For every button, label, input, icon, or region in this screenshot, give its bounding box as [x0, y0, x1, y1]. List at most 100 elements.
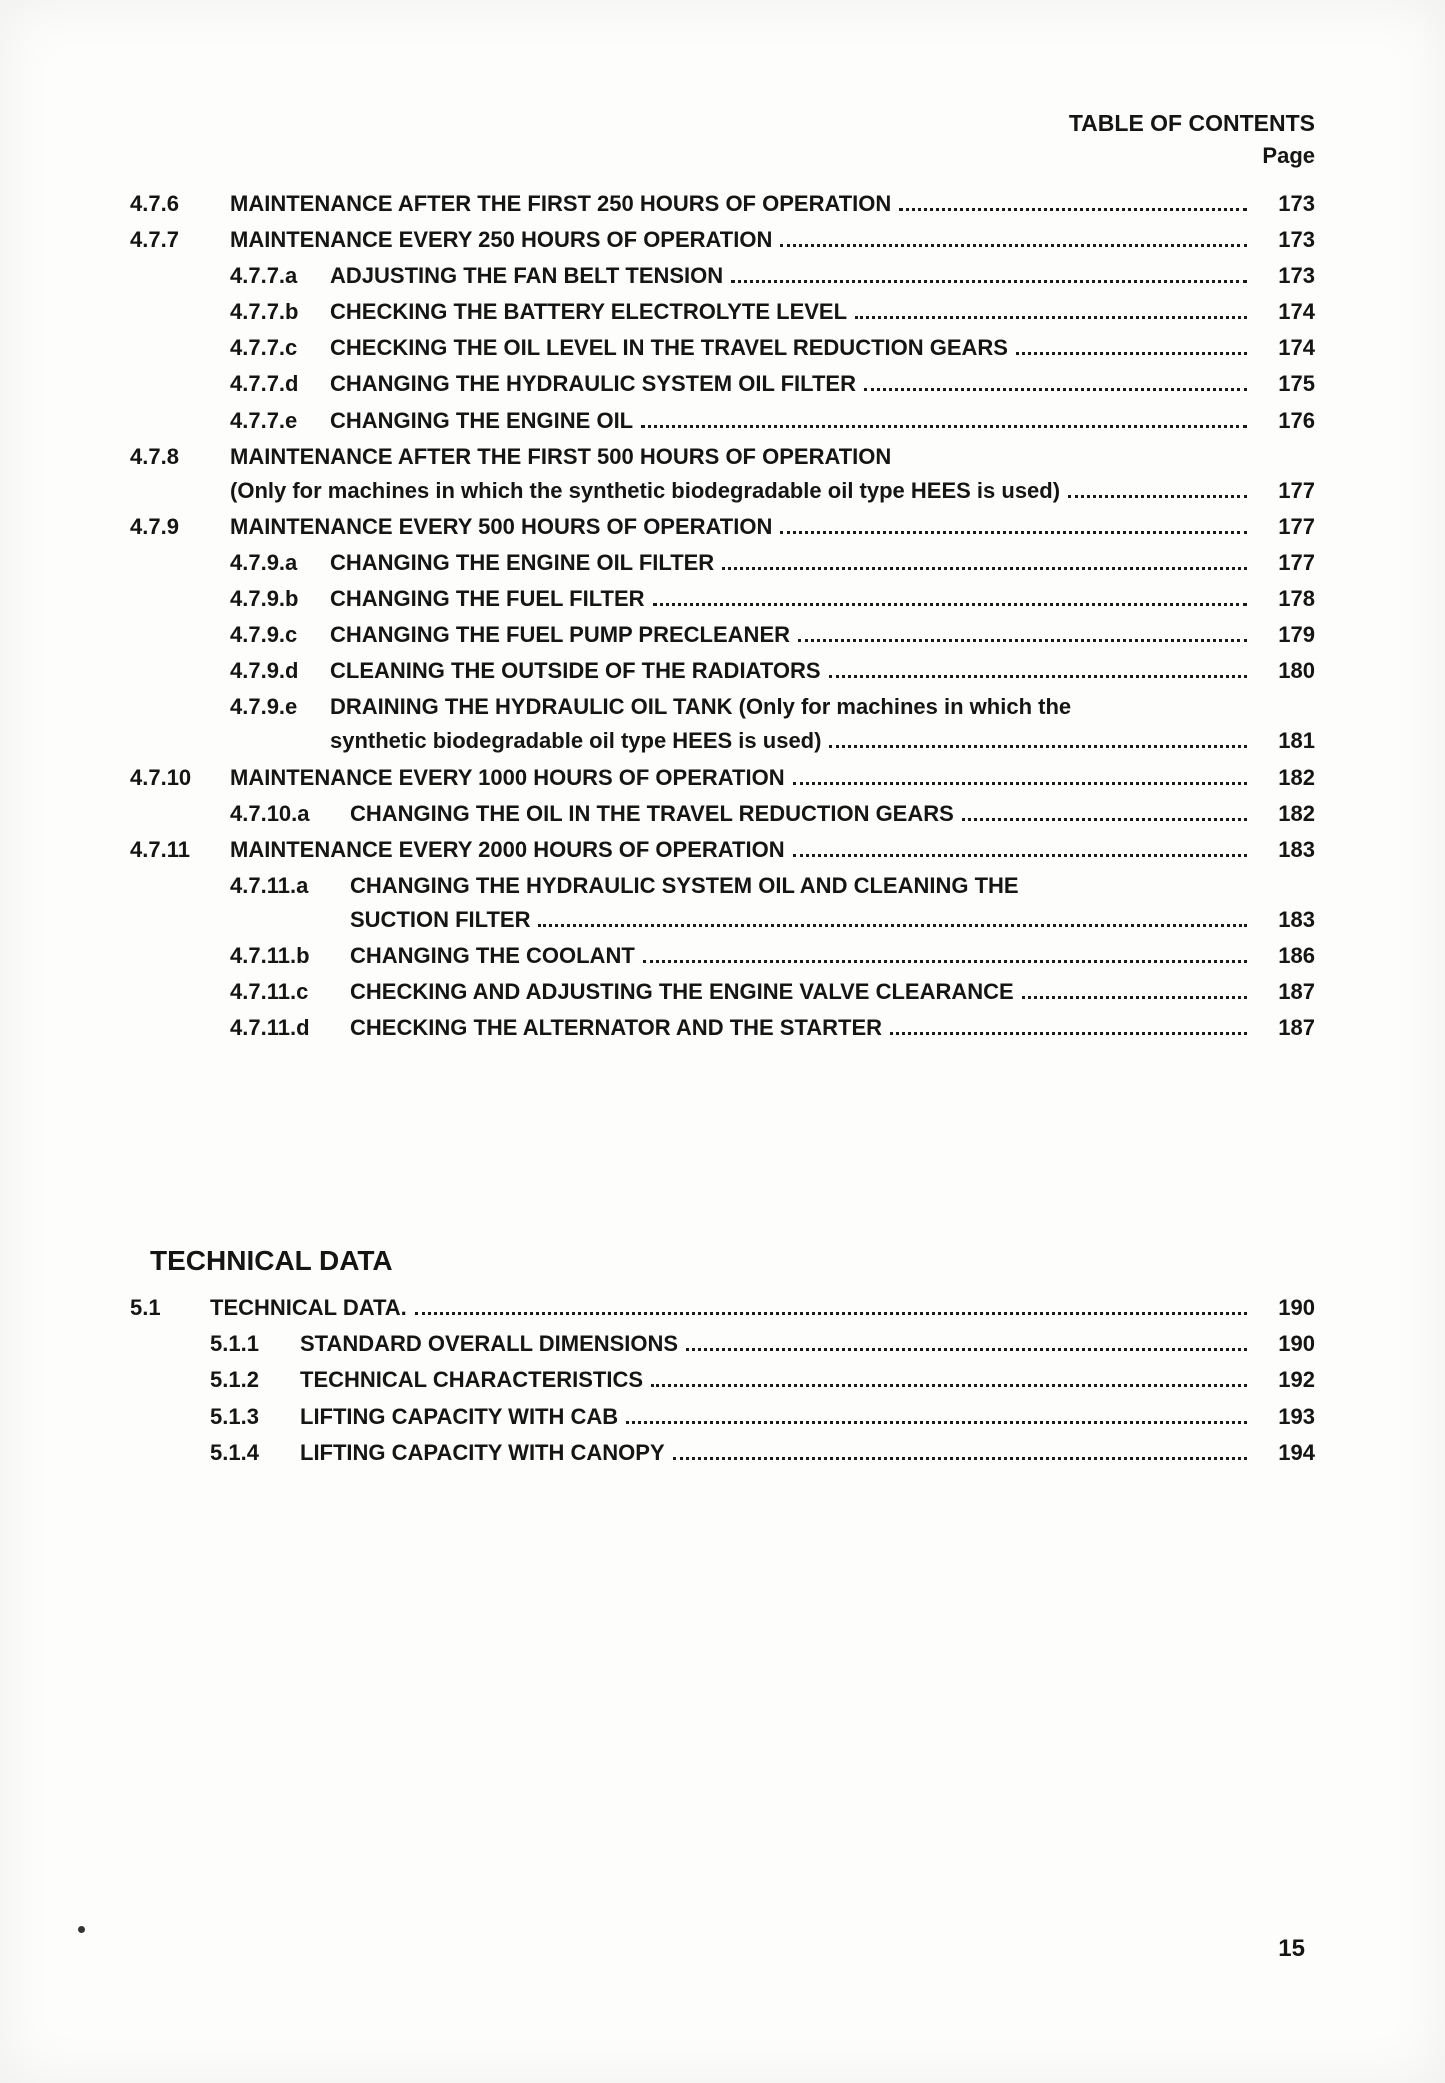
toc-number: 4.7.11.d — [230, 1011, 350, 1045]
page-number-footer: 15 — [1278, 1935, 1305, 1963]
dot-leader — [1022, 976, 1247, 999]
toc-title: DRAINING THE HYDRAULIC OIL TANK (Only fo… — [330, 690, 1071, 724]
toc-title: CHANGING THE OIL IN THE TRAVEL REDUCTION… — [350, 797, 954, 831]
dot-leader — [798, 619, 1247, 642]
toc-page: 187 — [1255, 975, 1315, 1009]
toc-title: MAINTENANCE AFTER THE FIRST 500 HOURS OF… — [230, 440, 891, 474]
dot-leader — [1068, 475, 1247, 498]
toc-number: 4.7.7.c — [230, 331, 330, 365]
dot-leader — [1016, 333, 1247, 356]
toc-number: 5.1.4 — [210, 1436, 300, 1470]
toc-number: 4.7.11.a — [230, 869, 350, 903]
toc-page: 192 — [1255, 1363, 1315, 1397]
dot-leader — [829, 726, 1247, 749]
toc-row: 4.7.7.dCHANGING THE HYDRAULIC SYSTEM OIL… — [130, 367, 1315, 401]
toc-number: 4.7.9.d — [230, 654, 330, 688]
dot-leader — [829, 655, 1247, 678]
toc-number: 4.7.7.d — [230, 367, 330, 401]
toc-title: LIFTING CAPACITY WITH CANOPY — [300, 1436, 665, 1470]
toc-title: CLEANING THE OUTSIDE OF THE RADIATORS — [330, 654, 821, 688]
toc-number: 4.7.9.c — [230, 618, 330, 652]
toc-number: 5.1.1 — [210, 1327, 300, 1361]
toc-number: 4.7.11.c — [230, 975, 350, 1009]
dot-leader — [415, 1292, 1247, 1315]
toc-number: 5.1 — [130, 1291, 210, 1325]
toc-number: 4.7.9 — [130, 510, 230, 544]
toc-title: TECHNICAL DATA. — [210, 1291, 407, 1325]
dot-leader — [651, 1365, 1247, 1388]
toc-title: CHANGING THE COOLANT — [350, 939, 635, 973]
toc-number: 4.7.9.b — [230, 582, 330, 616]
toc-title: MAINTENANCE EVERY 1000 HOURS OF OPERATIO… — [230, 761, 785, 795]
toc-row: 4.7.8MAINTENANCE AFTER THE FIRST 500 HOU… — [130, 440, 1315, 508]
toc-number: 4.7.7.b — [230, 295, 330, 329]
toc-number: 4.7.11 — [130, 833, 230, 867]
toc-row: 4.7.7.eCHANGING THE ENGINE OIL176 — [130, 404, 1315, 438]
toc-row: 4.7.7MAINTENANCE EVERY 250 HOURS OF OPER… — [130, 223, 1315, 257]
toc-page: 174 — [1255, 295, 1315, 329]
section-heading: TECHNICAL DATA — [150, 1245, 1315, 1277]
dot-leader — [538, 904, 1247, 927]
toc-page: 176 — [1255, 404, 1315, 438]
toc-page: 178 — [1255, 582, 1315, 616]
toc-number: 4.7.7.a — [230, 259, 330, 293]
toc-title: CHANGING THE HYDRAULIC SYSTEM OIL FILTER — [330, 367, 856, 401]
toc-row: 4.7.11.dCHECKING THE ALTERNATOR AND THE … — [130, 1011, 1315, 1045]
toc-page: 177 — [1255, 510, 1315, 544]
toc-page: 181 — [1255, 724, 1315, 758]
toc-title: LIFTING CAPACITY WITH CAB — [300, 1400, 618, 1434]
toc-page: 173 — [1255, 223, 1315, 257]
toc-row: 4.7.11.bCHANGING THE COOLANT 186 — [130, 939, 1315, 973]
toc-row: 4.7.11.cCHECKING AND ADJUSTING THE ENGIN… — [130, 975, 1315, 1009]
toc-page: 177 — [1255, 546, 1315, 580]
toc-page: 182 — [1255, 797, 1315, 831]
toc-title: CHANGING THE HYDRAULIC SYSTEM OIL AND CL… — [350, 869, 1019, 903]
toc-page: 190 — [1255, 1327, 1315, 1361]
toc-title: STANDARD OVERALL DIMENSIONS — [300, 1327, 678, 1361]
toc-row: 4.7.9.eDRAINING THE HYDRAULIC OIL TANK (… — [130, 690, 1315, 758]
dot-leader — [641, 405, 1247, 428]
document-page: TABLE OF CONTENTS Page 4.7.6MAINTENANCE … — [0, 0, 1445, 2083]
toc-row: 4.7.9.dCLEANING THE OUTSIDE OF THE RADIA… — [130, 654, 1315, 688]
toc-page: 194 — [1255, 1436, 1315, 1470]
toc-page: 186 — [1255, 939, 1315, 973]
toc-title: ADJUSTING THE FAN BELT TENSION — [330, 259, 723, 293]
toc-title-cont: SUCTION FILTER — [350, 903, 530, 937]
dot-leader — [780, 511, 1247, 534]
toc-row: 5.1.1STANDARD OVERALL DIMENSIONS 190 — [130, 1327, 1315, 1361]
toc-row: 4.7.6MAINTENANCE AFTER THE FIRST 250 HOU… — [130, 187, 1315, 221]
toc-page: 183 — [1255, 903, 1315, 937]
dot-leader — [626, 1401, 1247, 1424]
toc-number: 4.7.9.a — [230, 546, 330, 580]
toc-number: 4.7.7 — [130, 223, 230, 257]
toc-row: 4.7.7.aADJUSTING THE FAN BELT TENSION 173 — [130, 259, 1315, 293]
dot-leader — [686, 1329, 1247, 1352]
toc-title: MAINTENANCE EVERY 250 HOURS OF OPERATION — [230, 223, 772, 257]
toc-main-block: 4.7.6MAINTENANCE AFTER THE FIRST 250 HOU… — [130, 187, 1315, 1045]
toc-row: 4.7.10MAINTENANCE EVERY 1000 HOURS OF OP… — [130, 761, 1315, 795]
toc-number: 4.7.11.b — [230, 939, 350, 973]
toc-row: 4.7.9.bCHANGING THE FUEL FILTER178 — [130, 582, 1315, 616]
toc-page: 183 — [1255, 833, 1315, 867]
toc-title: CHANGING THE ENGINE OIL FILTER — [330, 546, 714, 580]
toc-row: 4.7.9MAINTENANCE EVERY 500 HOURS OF OPER… — [130, 510, 1315, 544]
toc-number: 5.1.2 — [210, 1363, 300, 1397]
toc-row: 4.7.10.aCHANGING THE OIL IN THE TRAVEL R… — [130, 797, 1315, 831]
dot-leader — [855, 296, 1247, 319]
toc-title: TECHNICAL CHARACTERISTICS — [300, 1363, 643, 1397]
dot-leader — [780, 224, 1247, 247]
toc-page: 173 — [1255, 259, 1315, 293]
toc-number: 4.7.10.a — [230, 797, 350, 831]
dot-leader — [643, 940, 1247, 963]
toc-number: 5.1.3 — [210, 1400, 300, 1434]
toc-page: 182 — [1255, 761, 1315, 795]
dot-leader — [793, 834, 1247, 857]
toc-page: 174 — [1255, 331, 1315, 365]
toc-title: MAINTENANCE AFTER THE FIRST 250 HOURS OF… — [230, 187, 891, 221]
dot-leader — [962, 798, 1247, 821]
toc-row: 4.7.7.cCHECKING THE OIL LEVEL IN THE TRA… — [130, 331, 1315, 365]
toc-row: 5.1TECHNICAL DATA.190 — [130, 1291, 1315, 1325]
toc-title-cont: (Only for machines in which the syntheti… — [230, 474, 1060, 508]
toc-row: 4.7.9.cCHANGING THE FUEL PUMP PRECLEANER… — [130, 618, 1315, 652]
toc-number: 4.7.7.e — [230, 404, 330, 438]
